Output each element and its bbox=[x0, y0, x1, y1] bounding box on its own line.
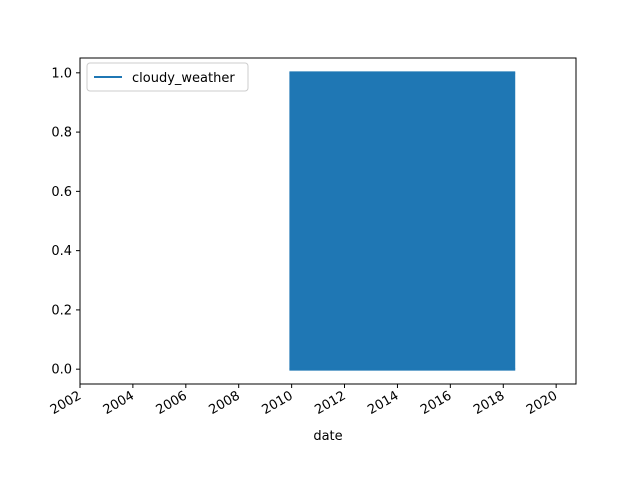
plot-area bbox=[79, 57, 577, 385]
y-tick-label: 1.0 bbox=[51, 66, 72, 81]
legend-label-cloudy-weather: cloudy_weather bbox=[132, 71, 235, 86]
series-cloudy-weather-band bbox=[289, 72, 516, 370]
legend: cloudy_weather bbox=[86, 62, 249, 92]
y-tick-label: 0.0 bbox=[51, 363, 72, 378]
x-axis-label: date bbox=[313, 429, 342, 444]
legend-frame bbox=[86, 62, 249, 92]
y-tick-label: 0.8 bbox=[51, 126, 72, 141]
plot-frame bbox=[79, 57, 577, 385]
y-tick-label: 0.2 bbox=[51, 303, 72, 318]
y-axis: 0.0 0.2 0.4 0.6 0.8 1.0 bbox=[51, 66, 80, 378]
y-tick-label: 0.4 bbox=[51, 244, 72, 259]
y-tick-label: 0.6 bbox=[51, 185, 72, 200]
